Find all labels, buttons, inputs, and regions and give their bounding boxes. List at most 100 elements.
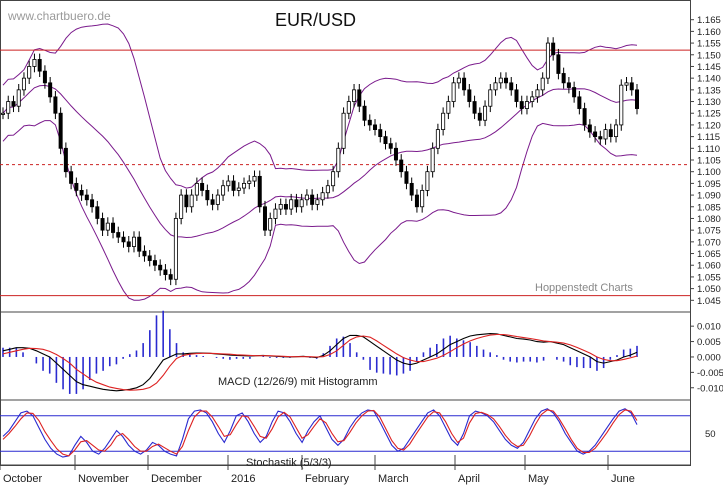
candle-body [21, 77, 26, 91]
candle-body [37, 59, 42, 72]
source-note: Hoppenstedt Charts [535, 282, 633, 294]
candle-body [158, 264, 163, 271]
price-y-tick-label: 1.120 [697, 120, 721, 131]
price-y-tick-label: 1.085 [697, 202, 721, 213]
price-y-tick-label: 1.130 [697, 97, 721, 108]
price-y-tick-label: 1.110 [697, 144, 720, 155]
x-axis-tick-label: December [151, 473, 202, 485]
candle-body [48, 82, 53, 98]
candle-body [262, 206, 267, 231]
candle-body [572, 87, 577, 98]
price-y-tick-label: 1.100 [697, 167, 721, 178]
candle-body [587, 124, 592, 133]
candle-body [556, 54, 561, 74]
price-y-tick-label: 1.165 [697, 15, 721, 26]
candle-body [189, 194, 194, 208]
price-y-tick-label: 1.070 [697, 237, 721, 248]
candle-body [341, 112, 346, 149]
candle-body [378, 129, 383, 138]
candle-body [27, 66, 32, 79]
candle-body [462, 77, 467, 91]
candle-body [614, 124, 619, 138]
candle-body [69, 171, 74, 184]
candle-body [294, 199, 299, 208]
candle-body [0, 112, 6, 115]
candle-body [593, 131, 598, 138]
price-y-tick-label: 1.050 [697, 284, 721, 295]
candle-body [483, 105, 488, 121]
candle-body [147, 255, 152, 261]
candle-body [582, 108, 587, 126]
candle-body [336, 147, 341, 173]
candle-body [315, 199, 320, 205]
bollinger-bands [2, 23, 638, 301]
candle-body [519, 101, 524, 109]
candle-body [493, 82, 498, 91]
candle-body [320, 192, 325, 201]
price-y-tick-label: 1.155 [697, 39, 721, 50]
candle-body [231, 180, 236, 191]
candle-body [577, 96, 582, 109]
price-y-tick-label: 1.060 [697, 261, 721, 272]
price-y-tick-label: 1.160 [697, 27, 721, 38]
candle-body [430, 147, 435, 173]
x-axis-tick-label: April [458, 473, 480, 485]
macd-y-tick-label: 0.010 [697, 322, 721, 333]
candle-body [11, 101, 16, 107]
candle-body [619, 84, 624, 126]
price-y-tick-label: 1.145 [697, 62, 721, 73]
macd-lines [2, 333, 638, 392]
candle-body [16, 89, 21, 107]
candle-body [273, 208, 278, 219]
candle-body [184, 194, 189, 208]
candle-body [63, 147, 68, 173]
macd-signal-line [2, 333, 638, 391]
candle-body [173, 218, 178, 280]
candle-body [137, 236, 142, 252]
candle-body [84, 194, 89, 201]
candle-body [242, 182, 247, 189]
candle-body [236, 187, 241, 191]
macd-histogram [2, 310, 638, 394]
candle-body [598, 136, 603, 140]
price-y-tick-label: 1.140 [697, 74, 721, 85]
candle-body [105, 222, 110, 231]
candle-body [504, 77, 509, 84]
candle-body [399, 159, 404, 173]
candle-body [446, 101, 451, 114]
candle-body [210, 199, 215, 205]
candle-body [441, 112, 446, 130]
candle-body [79, 189, 84, 196]
macd-y-tick-label: -0.005 [697, 368, 723, 379]
candle-body [58, 112, 63, 149]
candle-body [540, 77, 545, 91]
candle-body [299, 199, 304, 208]
candle-body [289, 199, 294, 210]
candle-body [205, 189, 210, 201]
candle-body [346, 101, 351, 114]
macd-y-tick-label: -0.010 [697, 383, 723, 394]
price-y-tick-label: 1.090 [697, 191, 721, 202]
candle-body [514, 89, 519, 102]
price-y-tick-label: 1.080 [697, 214, 721, 225]
candle-body [215, 194, 220, 205]
stochastic-lines [2, 408, 638, 458]
candle-body [194, 182, 199, 196]
x-axis-tick-label: March [378, 473, 409, 485]
price-y-tick-label: 1.055 [697, 272, 721, 283]
x-axis: October November December 2016 February March… [0, 455, 635, 485]
macd-title: MACD (12/26/9) mit Histogramm [218, 376, 378, 388]
candle-body [53, 96, 58, 114]
candle-body [126, 241, 131, 247]
candle-body [456, 77, 461, 84]
candle-body [404, 171, 409, 184]
candle-body [551, 42, 556, 56]
price-y-axis: 1.1651.1601.1551.1501.1451.1401.1351.130… [690, 15, 721, 307]
candle-body [535, 89, 540, 98]
candle-body [420, 189, 425, 208]
candle-body [168, 274, 173, 280]
x-axis-tick-label: May [528, 473, 549, 485]
candle-body [388, 143, 393, 149]
candle-body [624, 82, 629, 86]
candle-body [95, 206, 100, 219]
